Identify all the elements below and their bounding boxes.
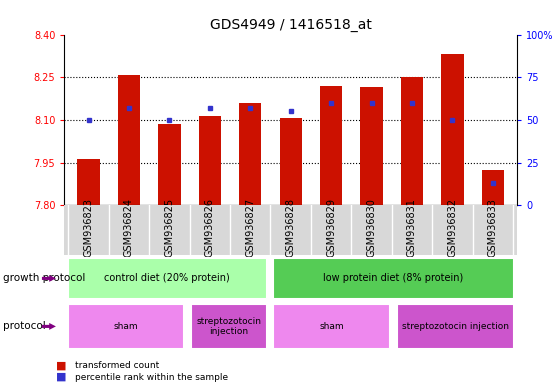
Title: GDS4949 / 1416518_at: GDS4949 / 1416518_at <box>210 18 372 32</box>
Bar <box>401 77 423 205</box>
Bar <box>320 86 342 205</box>
Text: sham: sham <box>320 322 344 331</box>
Bar <box>158 124 181 205</box>
Text: ■: ■ <box>56 372 67 382</box>
Bar <box>239 103 262 205</box>
Text: streptozotocin injection: streptozotocin injection <box>402 322 509 331</box>
Text: control diet (20% protein): control diet (20% protein) <box>105 273 230 283</box>
Bar <box>397 304 514 349</box>
Bar <box>273 258 514 299</box>
Bar <box>191 304 267 349</box>
Bar <box>361 87 383 205</box>
Bar <box>198 116 221 205</box>
Bar <box>280 118 302 205</box>
Text: low protein diet (8% protein): low protein diet (8% protein) <box>324 273 464 283</box>
Bar <box>78 159 100 205</box>
Text: sham: sham <box>113 322 138 331</box>
Text: growth protocol: growth protocol <box>3 273 85 283</box>
Bar <box>68 258 267 299</box>
Text: transformed count: transformed count <box>75 361 160 370</box>
Bar <box>68 304 184 349</box>
Text: ■: ■ <box>56 361 67 371</box>
Bar <box>273 304 390 349</box>
Bar <box>118 75 140 205</box>
Bar <box>482 170 504 205</box>
Text: percentile rank within the sample: percentile rank within the sample <box>75 372 229 382</box>
Text: protocol: protocol <box>3 321 45 331</box>
Bar <box>441 55 463 205</box>
Text: streptozotocin
injection: streptozotocin injection <box>196 317 262 336</box>
